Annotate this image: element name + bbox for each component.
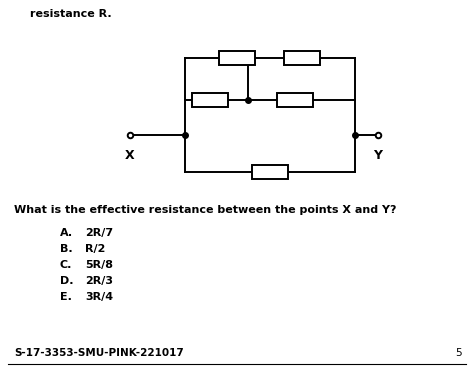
Bar xyxy=(284,51,320,65)
Text: 2R/7: 2R/7 xyxy=(85,228,113,238)
Text: 5R/8: 5R/8 xyxy=(85,260,113,270)
Text: X: X xyxy=(125,149,135,162)
Text: E.: E. xyxy=(60,292,72,302)
Text: D.: D. xyxy=(60,276,73,286)
Text: 2R/3: 2R/3 xyxy=(85,276,113,286)
Text: 3R/4: 3R/4 xyxy=(85,292,113,302)
Text: Y: Y xyxy=(374,149,383,162)
Text: 5: 5 xyxy=(456,348,462,358)
Bar xyxy=(219,51,255,65)
Text: C.: C. xyxy=(60,260,73,270)
Text: resistance R.: resistance R. xyxy=(30,9,111,19)
Bar xyxy=(192,93,228,107)
Text: S-17-3353-SMU-PINK-221017: S-17-3353-SMU-PINK-221017 xyxy=(14,348,184,358)
Bar xyxy=(277,93,313,107)
Text: R/2: R/2 xyxy=(85,244,105,254)
Text: What is the effective resistance between the points X and Y?: What is the effective resistance between… xyxy=(14,205,396,215)
Text: B.: B. xyxy=(60,244,73,254)
Text: A.: A. xyxy=(60,228,73,238)
Bar xyxy=(252,165,288,179)
